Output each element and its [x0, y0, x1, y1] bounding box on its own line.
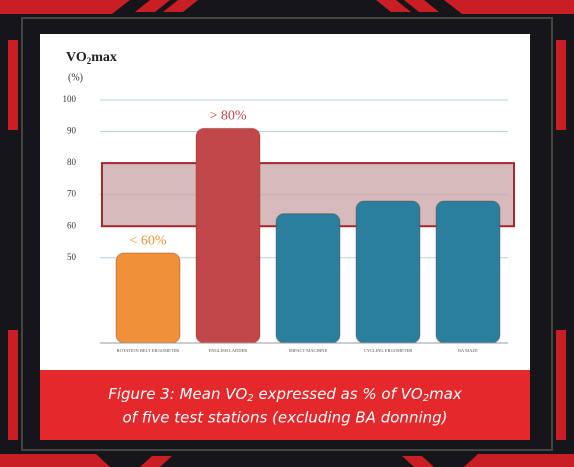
y-tick-label: 50	[67, 252, 77, 262]
annotation: < 60%	[129, 233, 166, 248]
x-tick-label: ROTATION BELT ERGOMETER	[117, 348, 180, 353]
x-tick-label: IMPACT MACHINE	[289, 348, 328, 353]
frame-border	[21, 17, 553, 451]
x-tick-label: BA MAZE	[458, 348, 478, 353]
bar	[355, 200, 421, 344]
caption: of five test stations (excluding BA donn…	[122, 409, 447, 427]
caption-sub: 2	[423, 393, 429, 404]
y-tick-label: 70	[67, 189, 77, 199]
x-tick-label: CYCLING ERGOMETER	[364, 348, 413, 353]
caption-text: expressed as % of VO	[254, 385, 423, 403]
y-axis-label: (%)	[68, 72, 83, 83]
caption-box	[40, 370, 530, 440]
chart-title: VO2max	[66, 50, 117, 66]
title-text: max	[91, 50, 117, 65]
y-tick-label: 90	[67, 126, 77, 136]
y-tick-label: 60	[67, 220, 77, 230]
caption-text: Figure 3: Mean VO	[108, 385, 247, 403]
title-text: VO	[66, 50, 87, 65]
bar	[435, 200, 501, 344]
y-tick-label: 80	[67, 157, 77, 167]
x-tick-label: ENGLISH LADDER	[209, 348, 248, 353]
bar	[195, 127, 261, 344]
bar	[275, 213, 341, 344]
caption-sub: 2	[247, 393, 253, 404]
bar	[115, 252, 181, 344]
y-tick-label: 100	[63, 94, 77, 104]
title-sub: 2	[87, 56, 92, 66]
annotation: > 80%	[209, 109, 246, 124]
caption: Figure 3: Mean VO2 expressed as % of VO2…	[108, 385, 462, 405]
caption-text: max	[429, 385, 462, 403]
